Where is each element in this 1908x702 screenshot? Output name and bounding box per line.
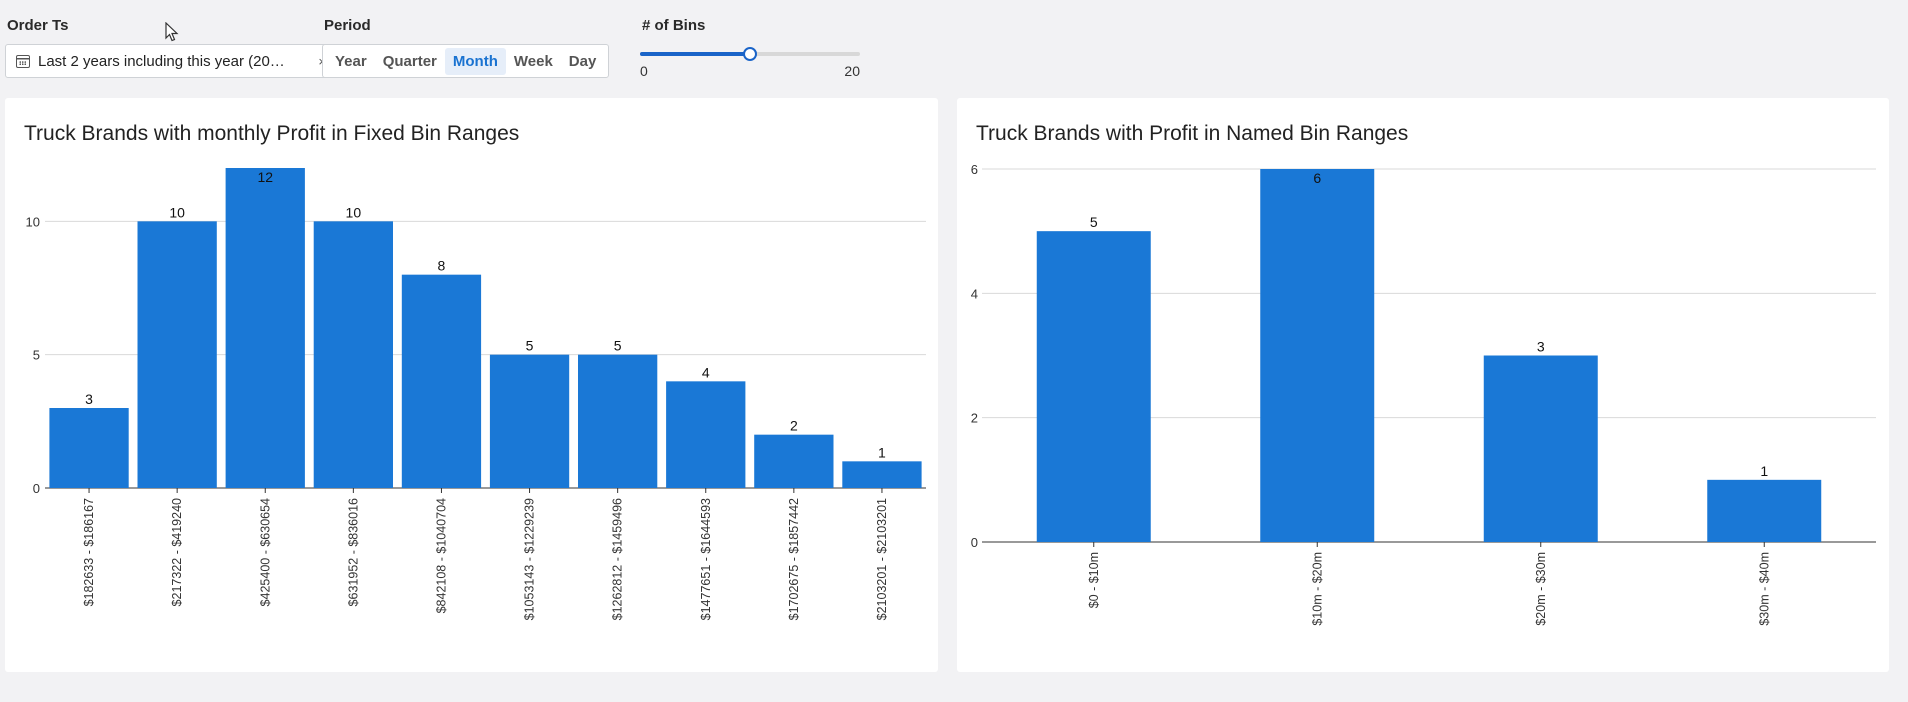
chart-title-named-bins: Truck Brands with Profit in Named Bin Ra…	[976, 122, 1409, 145]
x-tick-label: $1702675 - $1857442	[787, 498, 801, 620]
period-segmented-control: Year Quarter Month Week Day	[322, 44, 610, 78]
bar[interactable]	[49, 408, 129, 488]
bar[interactable]	[1260, 169, 1375, 542]
y-tick-label: 0	[33, 481, 40, 496]
data-label: 1	[1760, 463, 1768, 479]
x-tick-label: $217322 - $419240	[170, 498, 184, 606]
y-tick-label: 6	[971, 162, 978, 177]
order-ts-value: Last 2 years including this year (20…	[38, 52, 285, 70]
period-option-year[interactable]: Year	[335, 52, 367, 70]
data-label: 1	[878, 444, 886, 460]
bar[interactable]	[225, 168, 305, 488]
data-label: 5	[614, 338, 622, 354]
data-label: 10	[169, 204, 185, 220]
order-ts-label: Order Ts	[7, 17, 69, 34]
data-label: 4	[702, 364, 710, 380]
x-tick-label: $20m - $30m	[1534, 552, 1548, 626]
chart-panel-named-bins: Truck Brands with Profit in Named Bin Ra…	[957, 98, 1889, 672]
bins-label: # of Bins	[642, 17, 706, 34]
x-tick-label: $10m - $20m	[1310, 552, 1324, 626]
period-label: Period	[324, 17, 371, 34]
data-label: 3	[1537, 339, 1545, 355]
bar[interactable]	[666, 381, 746, 488]
bar-chart-fixed-bins: 0 5 10 3 $182633 - $186167 10 $217322 - $41924…	[26, 168, 926, 620]
bins-slider-min: 0	[640, 63, 648, 79]
y-tick-label: 5	[33, 348, 40, 363]
chart-title-fixed-bins: Truck Brands with monthly Profit in Fixe…	[24, 122, 520, 145]
data-label: 3	[85, 391, 93, 407]
chart-panel-fixed-bins: Truck Brands with monthly Profit in Fixe…	[5, 98, 938, 672]
period-option-quarter[interactable]: Quarter	[382, 52, 437, 70]
x-tick-label: $631952 - $836016	[346, 498, 360, 606]
bar-chart-named-bins: 0 2 4 6 5 $0 - $10m 6 $10m - $20m 3 $20m - $30m 1 $…	[971, 162, 1876, 626]
x-tick-label: $30m - $40m	[1757, 552, 1771, 626]
x-tick-label: $1477651 - $1644593	[699, 498, 713, 620]
bar[interactable]	[313, 221, 393, 488]
bins-slider[interactable]: 0 20	[640, 47, 860, 87]
bins-slider-thumb[interactable]	[743, 47, 757, 61]
y-tick-label: 4	[971, 286, 978, 301]
data-label: 5	[526, 338, 534, 354]
x-tick-label: $842108 - $1040704	[434, 498, 448, 613]
x-tick-label: $182633 - $186167	[82, 498, 96, 606]
data-label: 10	[346, 204, 362, 220]
data-label: 6	[1313, 170, 1321, 186]
calendar-icon	[16, 54, 30, 68]
order-ts-date-picker[interactable]: Last 2 years including this year (20… ×	[5, 44, 337, 78]
period-option-month[interactable]: Month	[444, 47, 506, 75]
mouse-pointer-icon	[165, 22, 179, 42]
bar[interactable]	[1483, 355, 1598, 543]
bar[interactable]	[754, 434, 834, 488]
data-label: 5	[1090, 214, 1098, 230]
filter-controls: Order Ts Last 2 years including this yea…	[0, 0, 1908, 92]
bar[interactable]	[401, 274, 482, 488]
period-option-day[interactable]: Day	[568, 52, 597, 70]
data-label: 12	[257, 169, 273, 185]
y-tick-label: 2	[971, 411, 978, 426]
x-tick-label: $1053143 - $1229239	[523, 498, 537, 620]
bar[interactable]	[489, 354, 570, 488]
bar[interactable]	[1707, 479, 1822, 542]
period-option-week[interactable]: Week	[513, 52, 553, 70]
bins-slider-fill	[640, 52, 750, 56]
data-label: 2	[790, 418, 798, 434]
x-tick-label: $425400 - $630654	[258, 498, 272, 606]
bar[interactable]	[1036, 231, 1151, 542]
x-tick-label: $2103201 - $2103201	[875, 498, 889, 620]
bar[interactable]	[842, 461, 922, 488]
x-tick-label: $1262812 - $1459496	[611, 498, 625, 620]
bins-slider-max: 20	[844, 63, 860, 79]
x-tick-label: $0 - $10m	[1087, 552, 1101, 608]
y-tick-label: 10	[26, 214, 40, 229]
data-label: 8	[438, 258, 446, 274]
y-tick-label: 0	[971, 535, 978, 550]
bar[interactable]	[578, 354, 658, 488]
bar[interactable]	[137, 221, 217, 488]
